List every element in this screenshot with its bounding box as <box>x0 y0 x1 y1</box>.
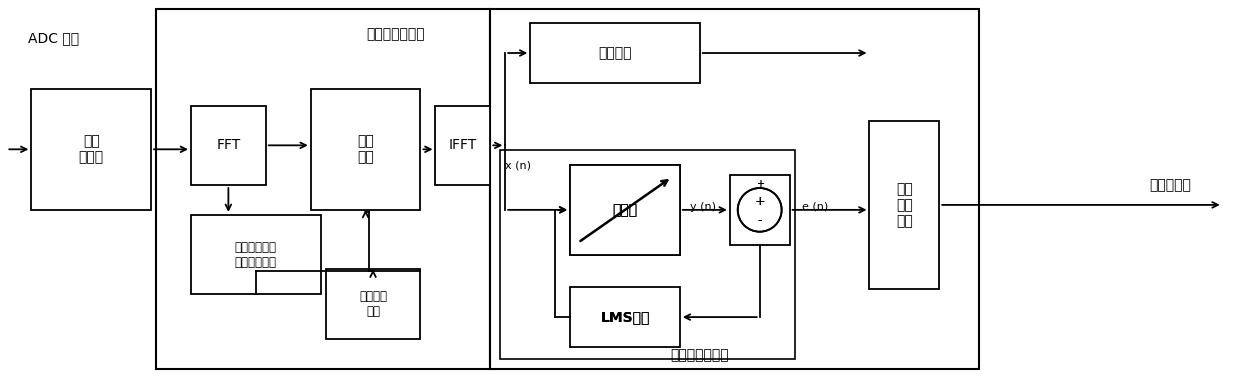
Text: 数据延迟: 数据延迟 <box>598 46 632 60</box>
Text: -: - <box>757 214 762 227</box>
Text: 频域权值
生成: 频域权值 生成 <box>359 290 387 318</box>
Bar <box>870 121 939 289</box>
Bar <box>730 175 789 245</box>
Text: +: + <box>755 195 764 208</box>
Bar <box>570 165 680 255</box>
Text: 频域
加权: 频域 加权 <box>357 134 374 164</box>
Bar <box>311 89 420 210</box>
Text: e (n): e (n) <box>802 202 828 212</box>
Text: -: - <box>757 214 762 227</box>
Bar <box>570 287 680 347</box>
Text: ADC 输入: ADC 输入 <box>28 31 79 45</box>
Bar <box>156 9 491 369</box>
Text: y (n): y (n) <box>690 202 716 212</box>
Text: x (n): x (n) <box>506 160 532 170</box>
Text: IFFT: IFFT <box>449 138 477 152</box>
Bar <box>191 215 321 294</box>
Bar <box>570 165 680 255</box>
Text: 滤波器: 滤波器 <box>612 203 638 217</box>
Text: LMS算法: LMS算法 <box>601 310 649 324</box>
Text: 数据
选择
模块: 数据 选择 模块 <box>896 182 913 228</box>
Bar <box>191 106 266 185</box>
Text: +: + <box>756 179 763 189</box>
Text: 滤波器: 滤波器 <box>612 203 638 217</box>
Text: +: + <box>755 195 764 208</box>
Bar <box>730 175 789 245</box>
Text: FFT: FFT <box>217 138 240 152</box>
Text: LMS算法: LMS算法 <box>601 310 649 324</box>
Bar <box>501 150 794 359</box>
Bar <box>570 165 680 255</box>
Bar <box>326 270 420 339</box>
Bar <box>491 9 979 369</box>
Bar <box>570 287 680 347</box>
Bar <box>530 23 700 83</box>
Text: 时域抗干扰模块: 时域抗干扰模块 <box>670 348 729 362</box>
Text: 至解调解扩: 至解调解扩 <box>1149 178 1191 192</box>
Bar <box>31 89 151 210</box>
Text: +: + <box>756 179 763 189</box>
Text: 数字
下变频: 数字 下变频 <box>78 134 104 164</box>
Text: 频域抗干扰模块: 频域抗干扰模块 <box>367 27 425 41</box>
Bar <box>435 106 491 185</box>
Text: 功率谱估计和
干扰谱线判决: 功率谱估计和 干扰谱线判决 <box>235 240 276 268</box>
